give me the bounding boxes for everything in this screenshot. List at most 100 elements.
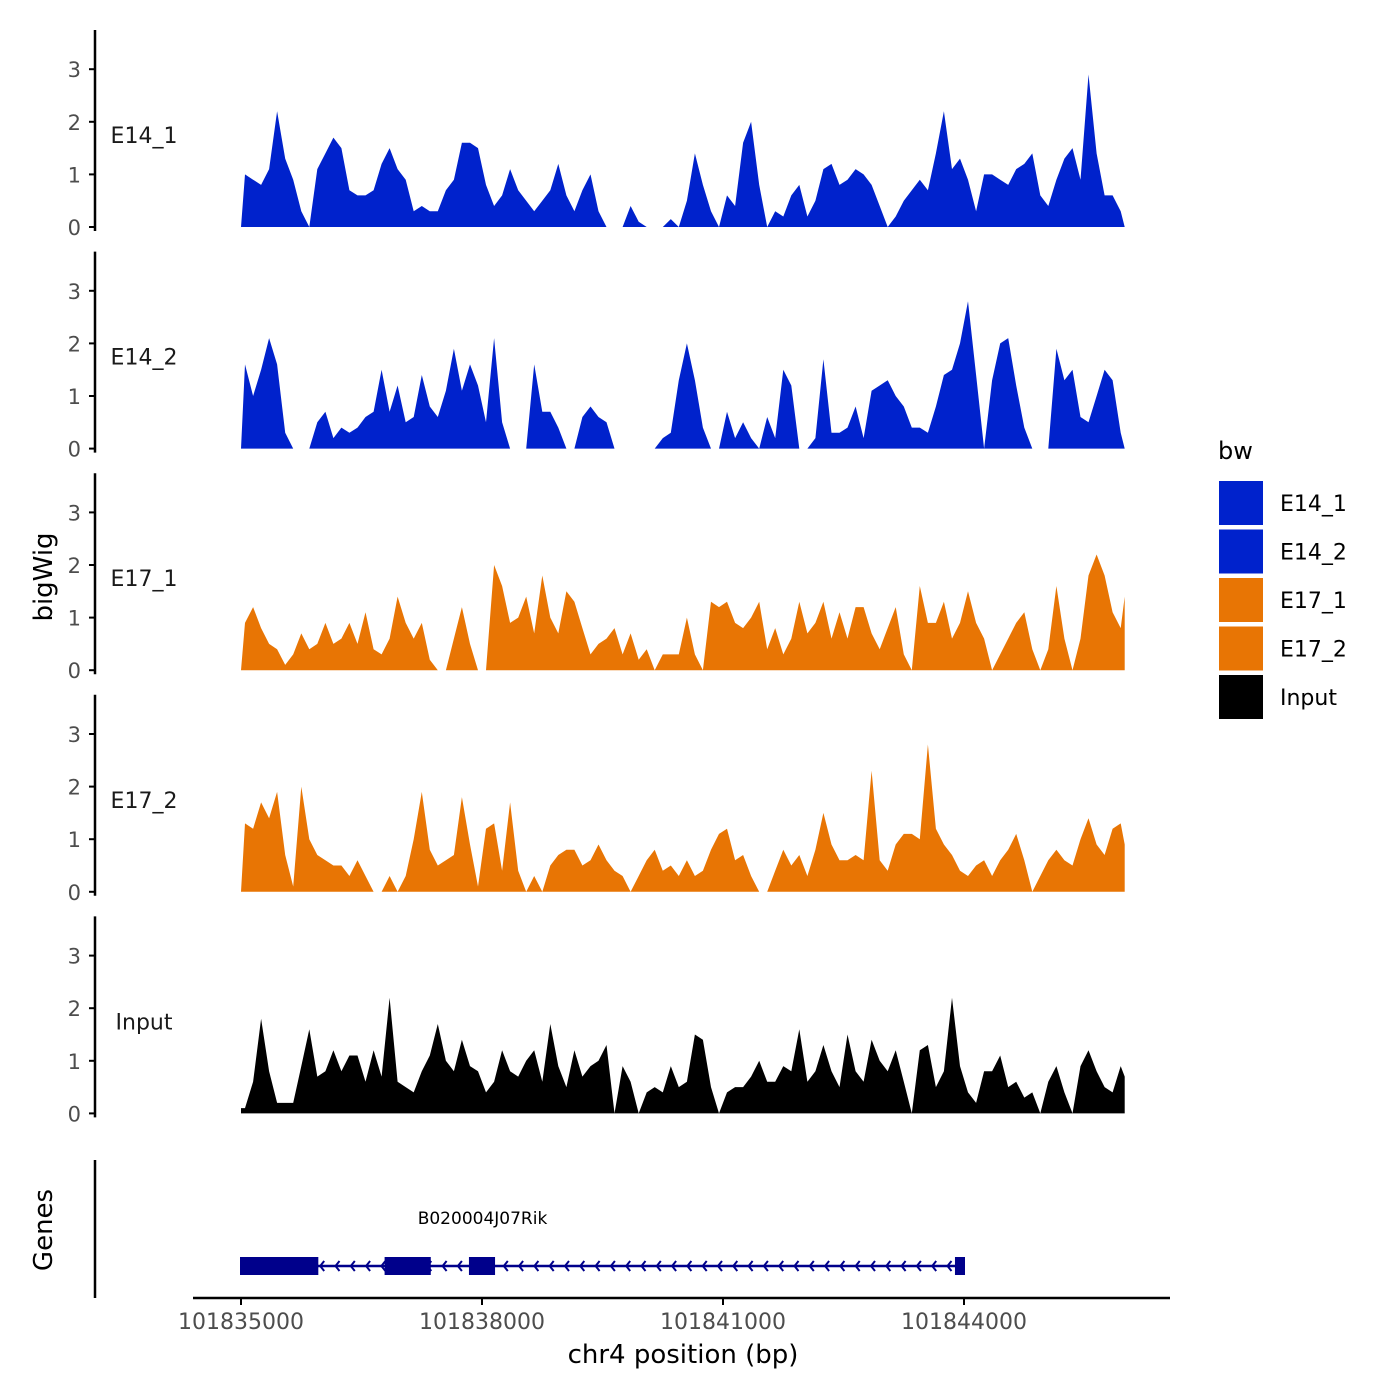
legend-label: E17_1 — [1280, 589, 1347, 614]
strand-arrow — [793, 1260, 800, 1272]
legend-entry-e14-2: E14_2 — [1219, 529, 1347, 574]
strand-arrow — [334, 1260, 341, 1272]
strand-arrow — [640, 1260, 647, 1272]
x-axis: 101835000 101838000 101841000 101844000 — [178, 1296, 1170, 1335]
strand-arrow — [517, 1260, 524, 1272]
y-tick-label: 3 — [68, 58, 81, 82]
strand-arrow — [655, 1260, 662, 1272]
strand-arrow — [915, 1260, 922, 1272]
track-e14-1: 0 1 2 3 E14_1 — [68, 30, 1125, 240]
strand-arrow — [823, 1260, 830, 1272]
strand-arrow — [808, 1260, 815, 1272]
coverage-area-e17-2 — [241, 744, 1125, 892]
strand-arrow — [441, 1260, 448, 1272]
y-tick-label: 3 — [68, 280, 81, 304]
bigwig-tracks: 0 1 2 3 E14_1 0 1 2 3 E14_2 0 1 2 3 E17_1 0 1 2 3 E17_2 0 1 2 3… — [68, 30, 1125, 1126]
exon — [240, 1257, 319, 1275]
coverage-area-input — [241, 997, 1125, 1114]
legend-title: bw — [1218, 437, 1253, 465]
legend-entry-e17-1: E17_1 — [1219, 578, 1347, 622]
y-tick-label: 1 — [68, 1050, 81, 1074]
strand-arrow — [579, 1260, 586, 1272]
strand-arrow — [364, 1260, 371, 1272]
legend-swatch — [1219, 529, 1263, 574]
strand-arrow — [624, 1260, 631, 1272]
y-tick-label: 0 — [68, 216, 81, 240]
y-tick-label: 1 — [68, 385, 81, 409]
strand-arrow — [747, 1260, 754, 1272]
strand-arrow — [563, 1260, 570, 1272]
track-label: E14_2 — [111, 346, 178, 371]
legend: bw E14_1 E14_2 E17_1 E17_2 Input — [1218, 437, 1347, 719]
y-tick-label: 3 — [68, 723, 81, 747]
strand-arrow — [732, 1260, 739, 1272]
coverage-area-e14-1 — [241, 74, 1125, 227]
y-tick-label: 3 — [68, 945, 81, 969]
strand-arrow — [900, 1260, 907, 1272]
strand-arrow — [670, 1260, 677, 1272]
x-tick-label: 101844000 — [901, 1310, 1027, 1335]
track-label: E17_1 — [111, 567, 178, 592]
y-tick-label: 2 — [68, 997, 81, 1021]
y-axis-title: bigWig — [29, 532, 59, 621]
y-tick-label: 1 — [68, 163, 81, 187]
track-label: E17_2 — [111, 789, 178, 814]
strand-arrow — [318, 1260, 325, 1272]
legend-entry-e17-2: E17_2 — [1219, 626, 1347, 671]
track-input: 0 1 2 3 Input — [68, 916, 1125, 1126]
legend-swatch — [1219, 626, 1263, 671]
legend-swatch — [1219, 675, 1263, 719]
y-tick-label: 0 — [68, 1102, 81, 1126]
strand-arrow — [716, 1260, 723, 1272]
x-axis-title: chr4 position (bp) — [568, 1340, 799, 1370]
coverage-area-e17-1 — [241, 554, 1125, 671]
track-label: E14_1 — [111, 124, 178, 149]
strand-arrow — [349, 1260, 356, 1272]
y-tick-label: 0 — [68, 438, 81, 462]
x-tick-label: 101835000 — [178, 1310, 304, 1335]
genes-axis-title: Genes — [29, 1189, 59, 1271]
strand-arrow — [946, 1260, 953, 1272]
y-tick-label: 2 — [68, 332, 81, 356]
strand-arrow — [869, 1260, 876, 1272]
x-tick-label: 101841000 — [660, 1310, 786, 1335]
legend-entry-e14-1: E14_1 — [1219, 481, 1347, 525]
exon — [384, 1257, 431, 1275]
strand-arrow — [777, 1260, 784, 1272]
strand-arrow — [380, 1260, 387, 1272]
strand-arrow — [594, 1260, 601, 1272]
strand-arrow — [885, 1260, 892, 1272]
track-e17-2: 0 1 2 3 E17_2 — [68, 694, 1125, 905]
exon — [468, 1257, 496, 1275]
track-label: Input — [116, 1010, 173, 1035]
strand-arrow — [930, 1260, 937, 1272]
y-tick-label: 0 — [68, 881, 81, 905]
y-tick-label: 0 — [68, 659, 81, 683]
legend-label: E17_2 — [1280, 638, 1347, 663]
legend-label: E14_1 — [1280, 492, 1347, 517]
legend-label: Input — [1280, 686, 1337, 711]
y-tick-label: 1 — [68, 607, 81, 631]
genes-panel: B020004J07Rik — [93, 1160, 965, 1298]
strand-arrow — [456, 1260, 463, 1272]
track-e17-1: 0 1 2 3 E17_1 — [68, 473, 1125, 683]
strand-arrow — [548, 1260, 555, 1272]
gene-b020004j07rik: B020004J07Rik — [240, 1209, 965, 1275]
strand-arrow — [854, 1260, 861, 1272]
y-tick-label: 1 — [68, 828, 81, 852]
strand-arrow — [502, 1260, 509, 1272]
x-tick-label: 101838000 — [419, 1310, 545, 1335]
coverage-area-e14-2 — [241, 301, 1125, 449]
strand-arrow — [762, 1260, 769, 1272]
strand-arrow — [839, 1260, 846, 1272]
y-tick-label: 2 — [68, 554, 81, 578]
track-e14-2: 0 1 2 3 E14_2 — [68, 251, 1125, 462]
exon — [954, 1257, 965, 1275]
y-tick-label: 2 — [68, 111, 81, 135]
y-tick-label: 3 — [68, 501, 81, 525]
legend-swatch — [1219, 481, 1263, 525]
strand-arrow — [686, 1260, 693, 1272]
legend-swatch — [1219, 578, 1263, 622]
legend-label: E14_2 — [1280, 541, 1347, 566]
